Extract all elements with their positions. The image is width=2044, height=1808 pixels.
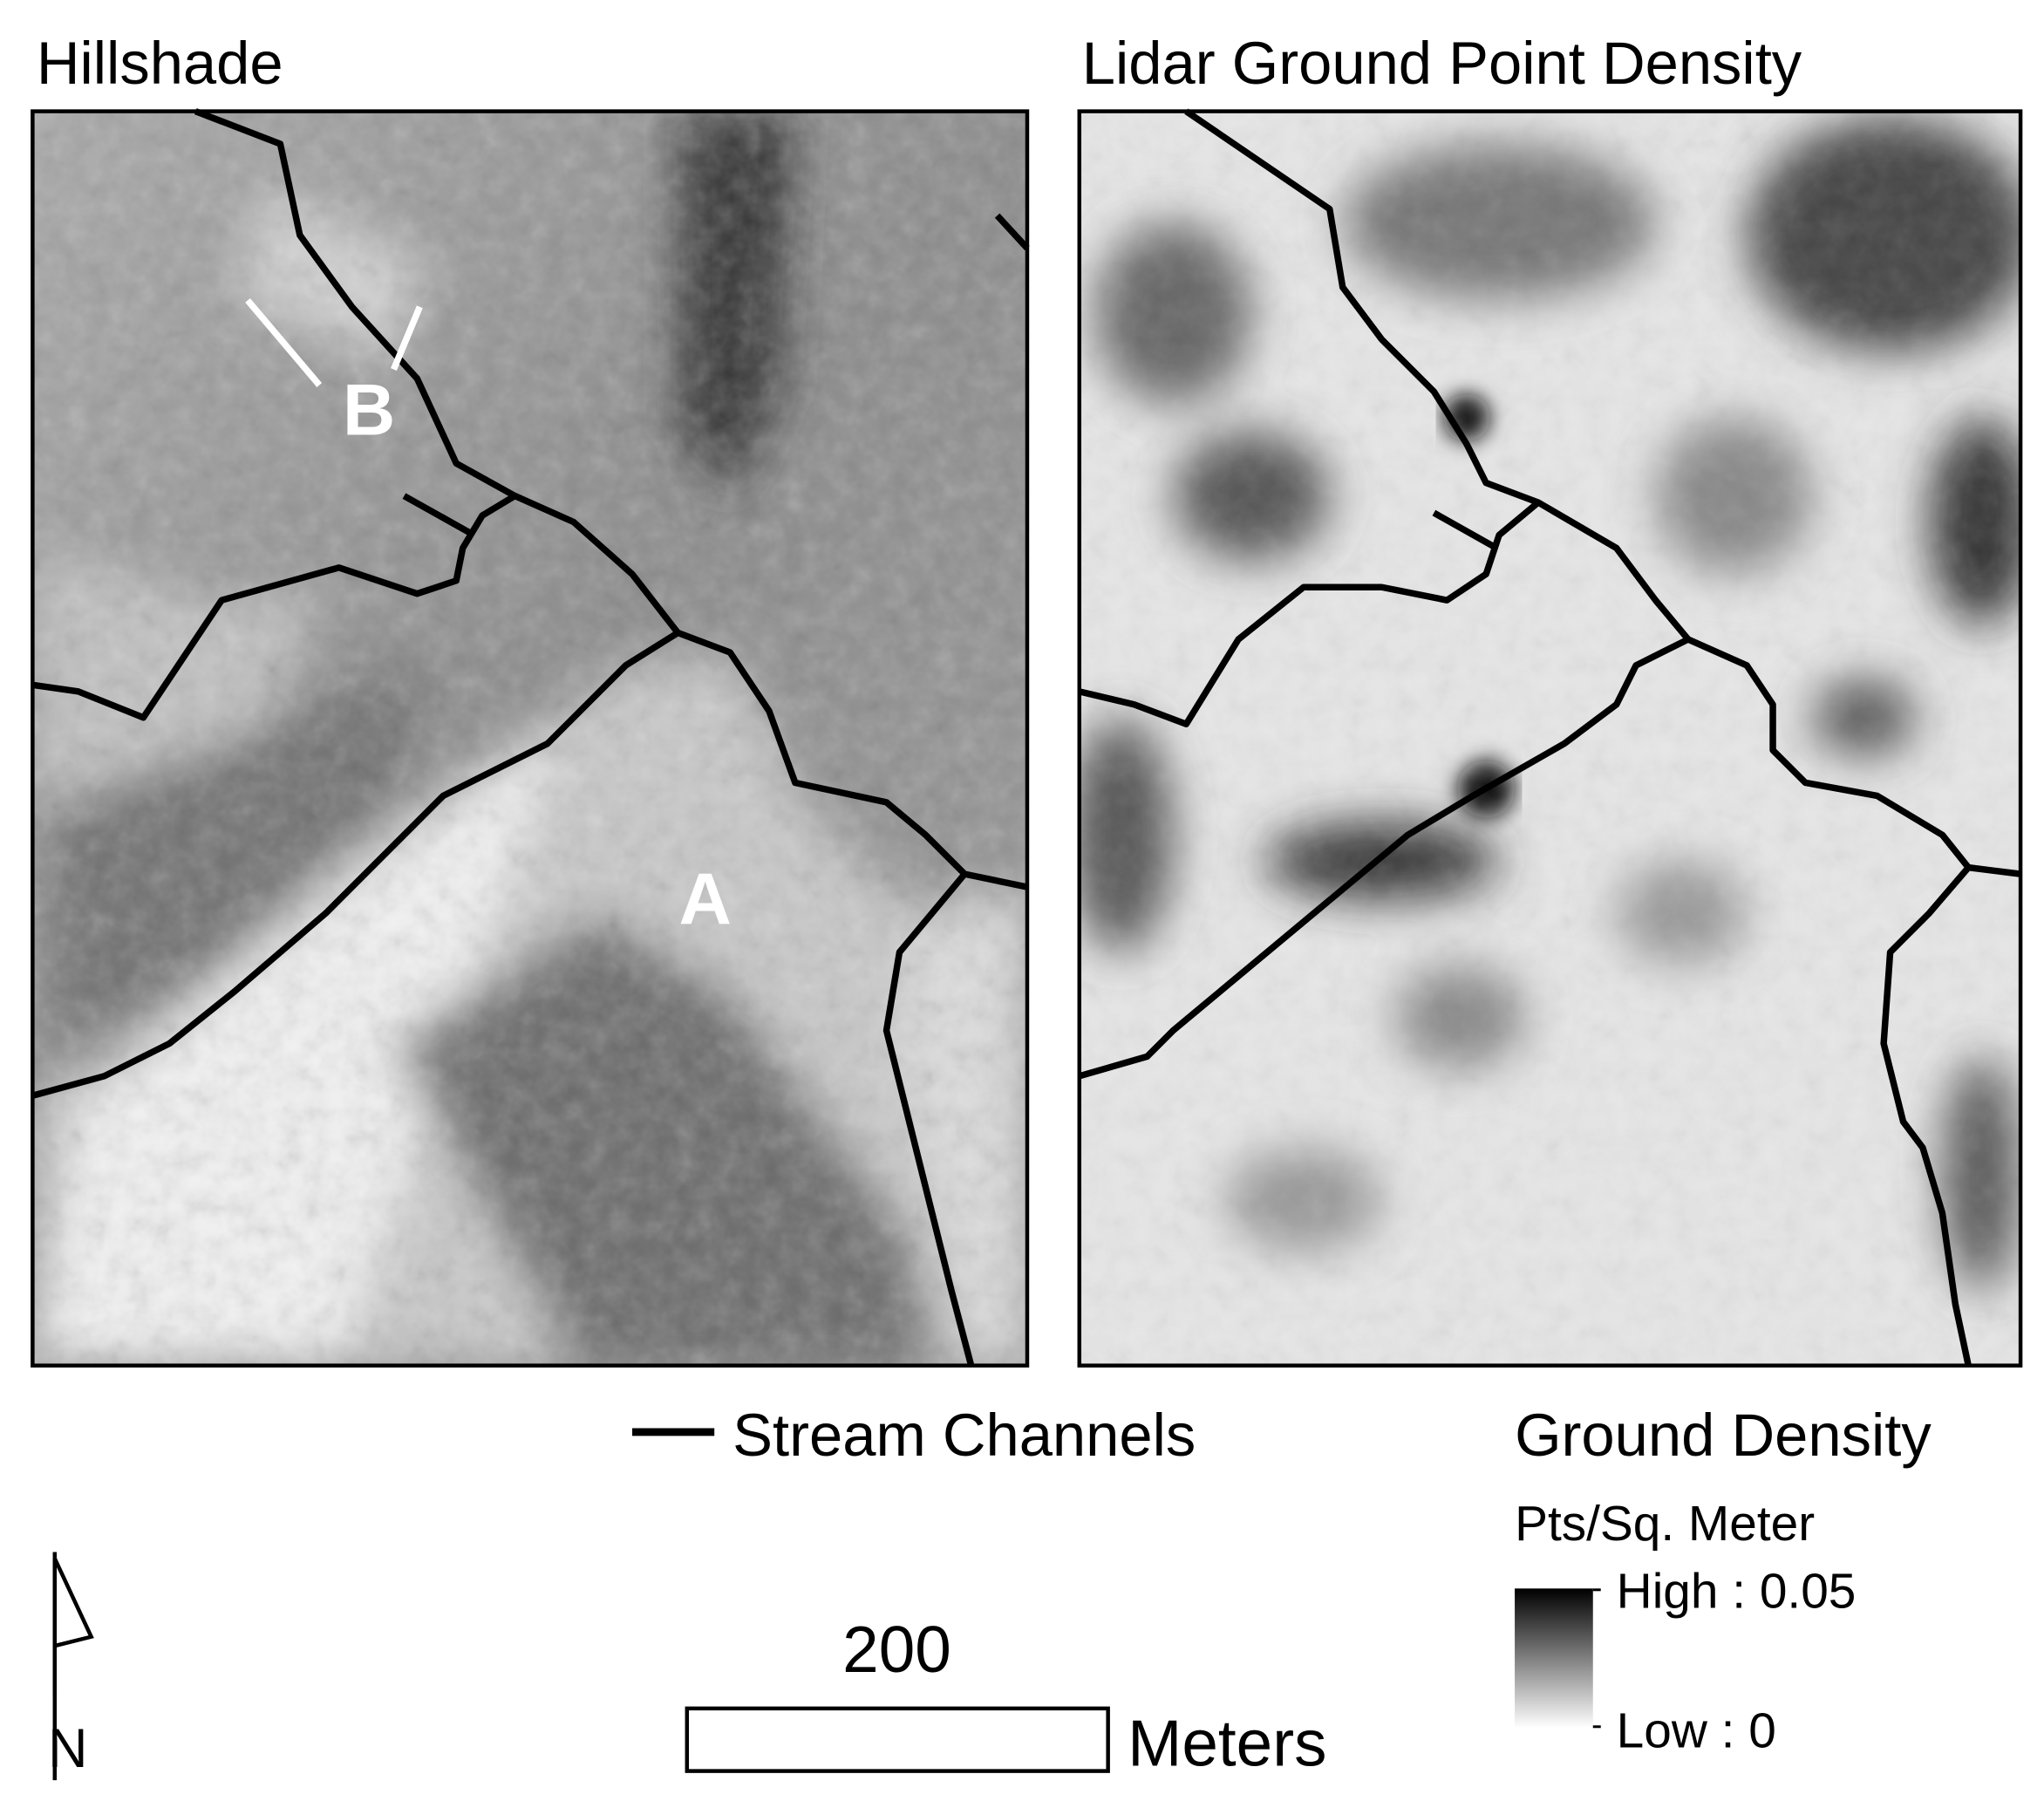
density-streams <box>1078 108 2021 1367</box>
panel-title: Hillshade <box>37 30 283 97</box>
scale-distance: 200 <box>842 1613 951 1686</box>
north-arrow <box>52 1552 94 1781</box>
panel-title: Lidar Ground Point Density <box>1082 30 1802 97</box>
scale-units: Meters <box>1128 1707 1326 1780</box>
density-ramp <box>1515 1588 1593 1729</box>
density-frame <box>1077 109 2023 1368</box>
scale-bar <box>685 1706 1110 1773</box>
profile-lines <box>245 297 423 387</box>
site-label: A <box>679 857 732 939</box>
ramp-low-label: Low : 0 <box>1617 1704 1776 1759</box>
ramp-high-label: High : 0.05 <box>1617 1565 1857 1620</box>
hillshade-frame <box>31 109 1030 1368</box>
hillshade-panel <box>32 111 1027 1366</box>
north-label: N <box>48 1718 87 1779</box>
legend-label: Stream Channels <box>732 1402 1196 1469</box>
site-label: B <box>343 368 395 450</box>
legend-title: Ground Density <box>1515 1402 1932 1469</box>
density-panel <box>1079 111 2021 1366</box>
legend-units: Pts/Sq. Meter <box>1515 1497 1815 1552</box>
hillshade-streams <box>31 108 1030 1367</box>
